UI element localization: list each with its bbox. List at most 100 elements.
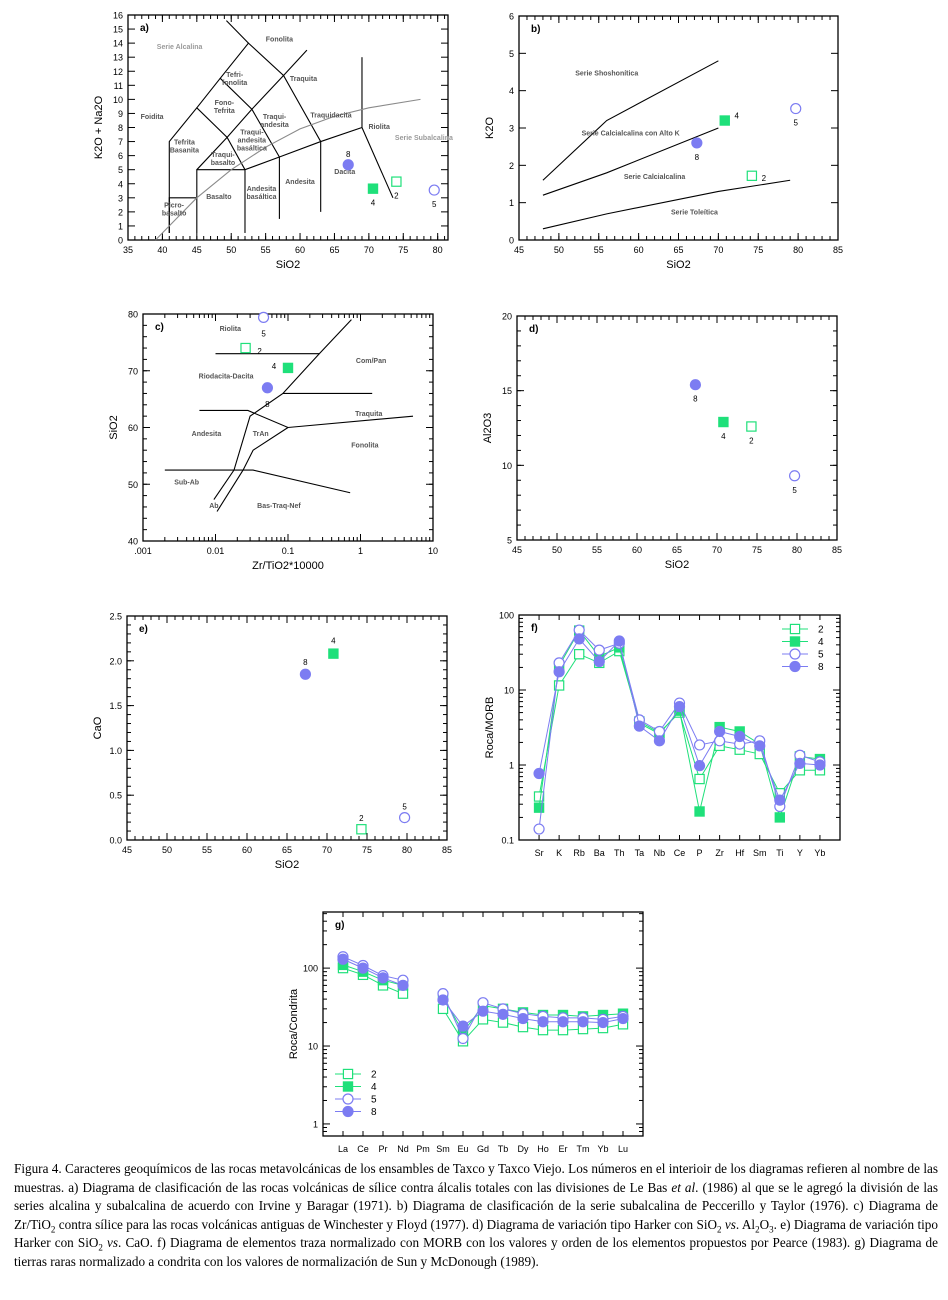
y-tick-label: 50 (128, 480, 138, 490)
x-tick-label: 70 (712, 545, 722, 555)
caption-text: contra sílice para las rocas volcánicas … (55, 1216, 718, 1232)
series-2-line (538, 650, 820, 797)
series-8-point (814, 759, 826, 771)
legend-marker (342, 1093, 354, 1105)
boundary-line (219, 42, 322, 158)
sample-5-marker (257, 311, 270, 324)
x-axis-title: SiO2 (665, 559, 689, 571)
series-8-line (342, 958, 404, 986)
x-axis-title: SiO2 (276, 259, 300, 271)
sample-8-marker (261, 382, 274, 394)
sample-label: 5 (792, 486, 797, 495)
series-8-point (597, 1016, 609, 1029)
sample-4-marker (328, 648, 339, 659)
legend-marker (789, 623, 801, 635)
series-8-point (754, 740, 766, 752)
y-tick-label: 10 (113, 95, 123, 105)
caption-subscript: 2 (717, 1224, 722, 1235)
sample-label: 8 (346, 150, 351, 159)
x-tick-label: Gd (477, 1144, 489, 1154)
sample-label: 5 (794, 119, 799, 128)
boundary-line (196, 77, 221, 109)
y-tick-label: 1 (509, 761, 514, 771)
series-4-point (774, 812, 786, 823)
legend-label: 2 (818, 625, 824, 636)
x-tick-label: 75 (752, 545, 762, 555)
figure-caption: Figura 4. Caracteres geoquímicos de las … (14, 1160, 938, 1272)
x-tick-label: 1 (358, 546, 363, 556)
y-tick-label: 2 (509, 161, 514, 171)
sample-label: 4 (721, 432, 726, 441)
region-label: Serie Alcalina (157, 44, 203, 51)
panel-label: e) (139, 624, 148, 635)
legend: 24 58 (335, 1068, 377, 1118)
series-4-point (694, 806, 705, 817)
y-tick-label: 80 (128, 310, 138, 320)
series-8-line (538, 638, 820, 802)
sample-5-marker (788, 470, 801, 482)
chart-e: 45 50 55 60 65 70 75 80 850.00.51.01.52.02.5SiO2… (92, 612, 452, 872)
x-tick-label: Sm (436, 1144, 450, 1154)
x-tick-label: 65 (329, 245, 339, 255)
x-tick-label: 45 (192, 245, 202, 255)
series-8-point (377, 972, 389, 984)
x-tick-label: Ta (635, 848, 645, 858)
sample-4-marker (282, 362, 294, 374)
series-5-point (693, 739, 706, 751)
y-tick-label: 1 (118, 221, 123, 231)
region-label: Riodacita-Dacita (199, 374, 254, 381)
region-label: Serie Shoshonítica (575, 71, 638, 78)
y-tick-label: 3 (118, 193, 123, 203)
series-2-line (442, 1008, 624, 1043)
series-4-point (533, 802, 545, 813)
y-axis-title: Roca/Condrita (288, 988, 300, 1059)
sample-label: 2 (762, 174, 767, 183)
x-tick-label: Ce (674, 848, 686, 858)
panel-label: b) (531, 24, 540, 35)
series-2-point (553, 680, 565, 691)
sample-label: 5 (402, 803, 407, 812)
x-tick-label: Pm (416, 1144, 430, 1154)
series-5-point (533, 823, 545, 835)
x-tick-label: Tb (498, 1144, 509, 1154)
series-8-line (442, 999, 624, 1027)
chart-f: Sr K Rb Ba Th Ta Nb Ce P Zr Hf Sm Ti Y Yb 0.1 1 10 100 Roca… (484, 611, 841, 858)
region-label: Com/Pan (356, 358, 386, 365)
y-tick-label: 8 (118, 123, 123, 133)
y-tick-label: 0 (118, 236, 123, 246)
x-tick-label: 80 (792, 545, 802, 555)
region-label: Traquidacita (310, 113, 351, 120)
series-5-point (457, 1032, 469, 1045)
series-8-point (573, 633, 585, 645)
boundary-line (164, 469, 351, 494)
y-tick-label: 100 (303, 964, 318, 974)
sample-8-marker (689, 379, 702, 391)
y-tick-label: 0 (509, 236, 514, 246)
x-tick-label: Yb (814, 848, 825, 858)
x-tick-label: 75 (398, 245, 408, 255)
series-8-point (794, 757, 806, 770)
sample-label: 2 (394, 192, 399, 201)
sample-label: 2 (359, 814, 364, 823)
x-tick-label: Th (614, 848, 625, 858)
y-tick-label: 0.1 (501, 836, 514, 846)
y-tick-label: 3 (509, 124, 514, 134)
series-8-point (553, 666, 565, 678)
boundary-line (199, 409, 414, 429)
y-tick-label: 10 (308, 1042, 318, 1052)
y-tick-label: 40 (128, 537, 138, 547)
y-tick-label: 6 (118, 151, 123, 161)
sample-label: 4 (371, 199, 376, 208)
region-label: Basalto (206, 194, 231, 201)
series-8-point (633, 720, 645, 732)
region-label: Serie Toleítica (671, 210, 718, 217)
series-8-point (714, 725, 726, 738)
sample-8-marker (691, 137, 703, 149)
x-tick-label: 60 (634, 245, 644, 255)
x-tick-label: 60 (295, 245, 305, 255)
caption-subscript: 3 (769, 1224, 774, 1235)
legend-label: 2 (371, 1070, 377, 1081)
region-label: Serie Calcialcalina (624, 174, 686, 181)
sample-2-marker (746, 170, 758, 181)
x-tick-label: 85 (832, 545, 842, 555)
